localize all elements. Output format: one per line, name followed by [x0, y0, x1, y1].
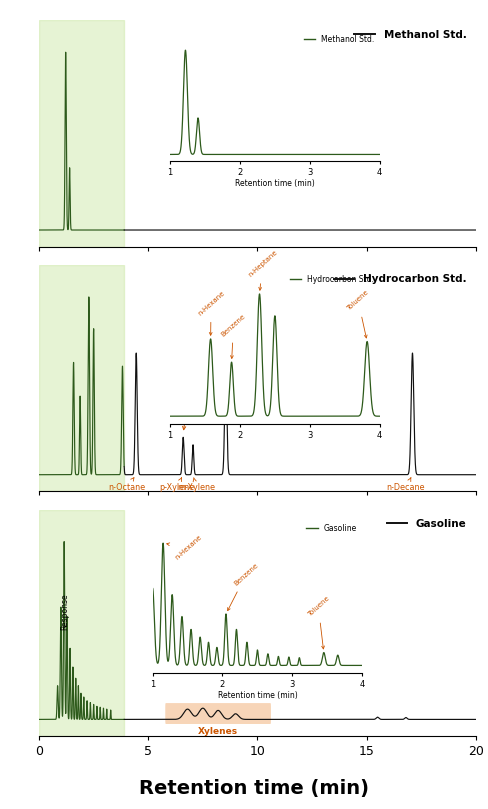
Text: Xylenes: Xylenes [198, 726, 238, 735]
Text: p-Xylene: p-Xylene [159, 478, 194, 492]
Text: n-Octane: n-Octane [108, 477, 145, 492]
FancyBboxPatch shape [165, 703, 271, 724]
Text: Retention time (min): Retention time (min) [139, 779, 369, 798]
Legend: Methanol Std.: Methanol Std. [350, 25, 470, 44]
Text: o-Xylene: o-Xylene [170, 396, 205, 430]
Legend: Gasoline: Gasoline [382, 515, 470, 533]
Text: n-Nonane: n-Nonane [214, 333, 252, 358]
Text: m-Xylene: m-Xylene [177, 477, 215, 492]
Bar [39, 20, 124, 247]
Bar [39, 510, 124, 736]
Text: Response: Response [61, 593, 70, 630]
Legend: Hydrocarbon Std.: Hydrocarbon Std. [329, 270, 470, 289]
Bar [39, 265, 124, 492]
Text: n-Decane: n-Decane [386, 478, 425, 492]
